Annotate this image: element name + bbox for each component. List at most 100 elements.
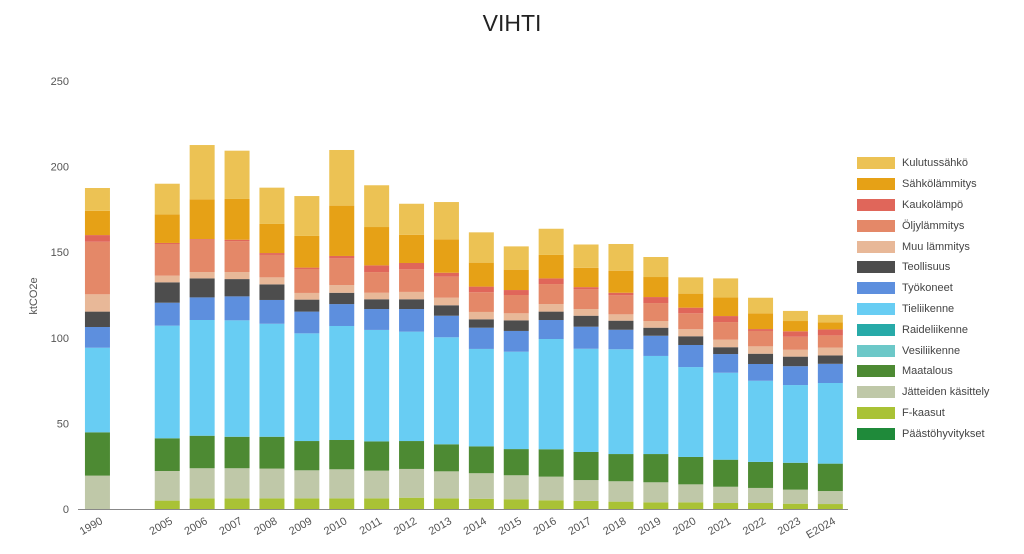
bar-segment[interactable] [259, 187, 285, 224]
bar-segment[interactable] [468, 262, 494, 287]
bar-segment[interactable] [538, 278, 564, 285]
bar-segment[interactable] [573, 267, 599, 288]
bar-segment[interactable] [84, 311, 110, 328]
bar-segment[interactable] [364, 227, 390, 266]
bar-segment[interactable] [713, 297, 739, 317]
bar-segment[interactable] [817, 355, 843, 364]
bar-segment[interactable] [573, 315, 599, 327]
bar-segment[interactable] [84, 210, 110, 236]
legend-item[interactable]: F-kaasut [857, 403, 989, 424]
bar-segment[interactable] [294, 267, 320, 269]
bar-segment[interactable] [817, 363, 843, 383]
bar-segment[interactable] [503, 351, 529, 450]
bar-segment[interactable] [364, 265, 390, 273]
bar-segment[interactable] [748, 461, 774, 488]
bar-segment[interactable] [608, 295, 634, 315]
bar-segment[interactable] [538, 500, 564, 509]
bar-segment[interactable] [573, 500, 599, 509]
bar-segment[interactable] [154, 243, 180, 276]
bar-segment[interactable] [84, 347, 110, 433]
bar-segment[interactable] [643, 454, 669, 483]
bar-segment[interactable] [259, 299, 285, 324]
bar-segment[interactable] [468, 473, 494, 499]
bar-segment[interactable] [713, 347, 739, 355]
bar-segment[interactable] [782, 321, 808, 332]
bar-segment[interactable] [259, 284, 285, 300]
bar-segment[interactable] [189, 272, 215, 279]
bar-segment[interactable] [503, 449, 529, 476]
bar-segment[interactable] [154, 282, 180, 303]
bar-segment[interactable] [84, 294, 110, 312]
bar-segment[interactable] [678, 313, 704, 330]
bar-segment[interactable] [608, 243, 634, 271]
bar-segment[interactable] [399, 262, 425, 270]
bar-segment[interactable] [259, 436, 285, 469]
bar-segment[interactable] [713, 278, 739, 298]
bar-segment[interactable] [399, 468, 425, 498]
bar-segment[interactable] [817, 335, 843, 348]
bar-segment[interactable] [503, 499, 529, 509]
bar-segment[interactable] [468, 286, 494, 293]
bar-segment[interactable] [364, 470, 390, 499]
bar-segment[interactable] [782, 356, 808, 367]
bar-segment[interactable] [364, 299, 390, 310]
bar-segment[interactable] [329, 285, 355, 293]
bar-segment[interactable] [189, 199, 215, 240]
bar-segment[interactable] [538, 304, 564, 312]
bar-segment[interactable] [364, 441, 390, 471]
bar-segment[interactable] [748, 503, 774, 509]
bar-segment[interactable] [538, 311, 564, 320]
bar-segment[interactable] [782, 385, 808, 463]
bar-segment[interactable] [433, 337, 459, 445]
bar-segment[interactable] [748, 297, 774, 314]
bar-segment[interactable] [84, 235, 110, 242]
bar-segment[interactable] [329, 255, 355, 259]
bar-segment[interactable] [259, 468, 285, 499]
bar-segment[interactable] [782, 349, 808, 357]
bar-segment[interactable] [538, 319, 564, 339]
bar-segment[interactable] [713, 339, 739, 348]
bar-segment[interactable] [782, 310, 808, 322]
bar-segment[interactable] [503, 269, 529, 291]
bar-segment[interactable] [189, 297, 215, 320]
bar-segment[interactable] [189, 435, 215, 469]
bar-segment[interactable] [713, 503, 739, 509]
bar-segment[interactable] [643, 355, 669, 455]
bar-segment[interactable] [154, 500, 180, 509]
legend-item[interactable]: Jätteiden käsittely [857, 382, 989, 403]
bar-segment[interactable] [782, 462, 808, 490]
bar-segment[interactable] [294, 441, 320, 471]
bar-segment[interactable] [643, 277, 669, 298]
bar-segment[interactable] [224, 498, 250, 509]
bar-segment[interactable] [329, 469, 355, 499]
bar-segment[interactable] [329, 149, 355, 206]
bar-segment[interactable] [678, 336, 704, 345]
bar-segment[interactable] [294, 311, 320, 334]
bar-segment[interactable] [364, 292, 390, 300]
bar-segment[interactable] [817, 347, 843, 356]
legend-item[interactable]: Tieliikenne [857, 299, 989, 320]
bar-segment[interactable] [294, 470, 320, 499]
bar-segment[interactable] [433, 239, 459, 273]
bar-segment[interactable] [608, 320, 634, 330]
legend-item[interactable]: Teollisuus [857, 257, 989, 278]
bar-segment[interactable] [364, 309, 390, 330]
bar-segment[interactable] [189, 145, 215, 200]
bar-segment[interactable] [748, 329, 774, 331]
bar-segment[interactable] [503, 330, 529, 352]
bar-segment[interactable] [329, 292, 355, 305]
bar-segment[interactable] [399, 309, 425, 332]
bar-segment[interactable] [643, 297, 669, 304]
bar-segment[interactable] [678, 307, 704, 314]
bar-segment[interactable] [399, 497, 425, 509]
bar-segment[interactable] [503, 475, 529, 500]
bar-segment[interactable] [433, 272, 459, 277]
bar-segment[interactable] [433, 471, 459, 499]
bar-segment[interactable] [189, 278, 215, 298]
bar-segment[interactable] [503, 246, 529, 270]
bar-segment[interactable] [399, 203, 425, 235]
bar-segment[interactable] [713, 322, 739, 340]
bar-segment[interactable] [782, 503, 808, 509]
bar-segment[interactable] [678, 293, 704, 308]
bar-segment[interactable] [468, 311, 494, 320]
